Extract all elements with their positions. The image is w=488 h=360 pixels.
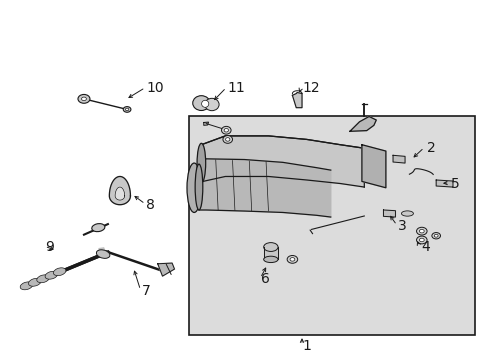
Ellipse shape xyxy=(92,224,105,231)
Ellipse shape xyxy=(195,164,203,210)
Polygon shape xyxy=(201,136,364,187)
Ellipse shape xyxy=(20,282,33,290)
Ellipse shape xyxy=(53,268,66,276)
Ellipse shape xyxy=(201,100,208,107)
Ellipse shape xyxy=(419,238,423,242)
Text: 3: 3 xyxy=(397,219,406,233)
Ellipse shape xyxy=(416,236,426,244)
Polygon shape xyxy=(99,248,106,255)
Polygon shape xyxy=(158,263,174,276)
Ellipse shape xyxy=(81,97,86,100)
Ellipse shape xyxy=(401,211,412,216)
Polygon shape xyxy=(203,122,208,125)
Polygon shape xyxy=(361,145,385,188)
Polygon shape xyxy=(199,159,330,217)
Bar xyxy=(189,117,473,335)
Polygon shape xyxy=(115,187,124,200)
Ellipse shape xyxy=(37,275,49,283)
Text: 11: 11 xyxy=(227,81,245,95)
Ellipse shape xyxy=(286,256,297,263)
Text: 8: 8 xyxy=(146,198,155,212)
Polygon shape xyxy=(435,180,452,187)
Text: 7: 7 xyxy=(141,284,150,298)
Text: 4: 4 xyxy=(421,240,429,254)
Ellipse shape xyxy=(192,96,209,111)
Ellipse shape xyxy=(28,278,41,286)
Ellipse shape xyxy=(45,271,58,279)
Ellipse shape xyxy=(263,243,278,251)
Ellipse shape xyxy=(123,107,131,112)
Polygon shape xyxy=(109,176,130,205)
Ellipse shape xyxy=(96,250,110,258)
Text: 1: 1 xyxy=(302,339,310,353)
Ellipse shape xyxy=(225,138,229,141)
Ellipse shape xyxy=(204,98,219,111)
Ellipse shape xyxy=(263,256,278,262)
Ellipse shape xyxy=(221,126,231,134)
Ellipse shape xyxy=(197,143,205,183)
Text: 6: 6 xyxy=(261,272,269,286)
Polygon shape xyxy=(383,210,395,217)
Ellipse shape xyxy=(419,229,423,233)
Ellipse shape xyxy=(223,136,232,143)
Ellipse shape xyxy=(289,258,294,261)
Ellipse shape xyxy=(78,94,90,103)
Ellipse shape xyxy=(433,234,437,237)
Ellipse shape xyxy=(224,129,228,132)
Polygon shape xyxy=(392,155,404,163)
Ellipse shape xyxy=(431,233,440,239)
Text: 2: 2 xyxy=(426,141,434,155)
Ellipse shape xyxy=(125,108,128,111)
Polygon shape xyxy=(349,117,376,131)
Text: 12: 12 xyxy=(302,81,319,95)
Text: 5: 5 xyxy=(449,176,458,190)
Ellipse shape xyxy=(416,227,426,235)
Polygon shape xyxy=(263,247,278,259)
Text: 9: 9 xyxy=(45,240,54,254)
Ellipse shape xyxy=(186,163,201,212)
Polygon shape xyxy=(292,93,302,108)
Text: 10: 10 xyxy=(146,81,163,95)
